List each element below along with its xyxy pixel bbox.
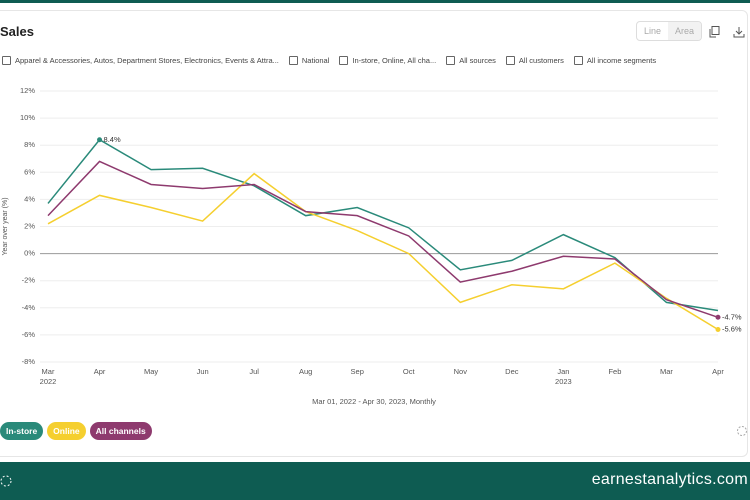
x-tick-label: Feb <box>608 367 621 376</box>
y-tick-label: 4% <box>24 194 35 203</box>
filter[interactable]: All sources <box>446 56 496 65</box>
filter-label: All customers <box>518 56 564 65</box>
y-tick-label: -4% <box>22 303 36 312</box>
x-tick-label: May <box>144 367 158 376</box>
filter-label: Apparel & Accessories, Autos, Department… <box>15 56 279 65</box>
x-tick-label: Sep <box>351 367 364 376</box>
x-tick-label: Aug <box>299 367 312 376</box>
download-icon[interactable] <box>733 26 745 38</box>
view-toggle[interactable]: Line Area <box>636 21 703 41</box>
filter-label: National <box>301 56 330 65</box>
filter-icon <box>2 56 11 65</box>
filter[interactable]: Apparel & Accessories, Autos, Department… <box>2 56 279 65</box>
y-tick-label: 10% <box>20 113 35 122</box>
copy-icon[interactable] <box>709 26 720 38</box>
y-tick-label: 2% <box>24 221 35 230</box>
y-tick-label: 8% <box>24 140 35 149</box>
series-line <box>47 160 719 318</box>
y-tick-label: -2% <box>22 276 36 285</box>
value-label: -5.6% <box>722 324 742 333</box>
legend-item[interactable]: Online <box>47 422 86 440</box>
y-tick-label: 12% <box>20 86 35 95</box>
x-tick-label: Nov <box>454 367 468 376</box>
legend-item[interactable]: All channels <box>89 422 152 440</box>
filter-row: Apparel & Accessories, Autos, Department… <box>2 56 656 65</box>
brand: earnestanalytics.com <box>591 471 748 488</box>
legend: In-store Online All channels <box>0 422 152 440</box>
top-bar <box>0 0 750 3</box>
x-tick-label: Apr <box>712 367 724 376</box>
filter[interactable]: All income segments <box>573 56 657 65</box>
point <box>715 326 721 332</box>
x-tick-label: Oct <box>403 367 416 376</box>
chart: -8% -6% -4% -2% 0% 2% 4% 6% 8% 10% 12% Year over ye… <box>2 86 742 406</box>
y-tick-label: 0% <box>24 249 35 258</box>
value-label: -4.7% <box>722 312 742 321</box>
x-tick-label: Apr <box>94 367 106 376</box>
point <box>715 314 721 320</box>
title: Sales <box>0 24 34 39</box>
settings-icon[interactable] <box>736 425 748 437</box>
x-axis-label: Mar 01, 2022 - Apr 30, 2023, Monthly <box>312 397 436 406</box>
legend-item[interactable]: In-store <box>0 422 44 440</box>
y-axis-label: Year over year (%) <box>2 197 9 255</box>
x-tick-year: 2023 <box>555 377 572 386</box>
filter[interactable]: In-store, Online, All cha... <box>339 56 436 65</box>
series-line <box>47 172 719 331</box>
filter-icon <box>505 56 515 65</box>
y-tick-label: -8% <box>22 357 36 366</box>
x-tick-label: Mar <box>42 367 55 376</box>
x-tick-label: Jun <box>197 367 209 376</box>
series-line <box>47 138 719 312</box>
x-tick-label: Jan <box>557 367 569 376</box>
filter-icon <box>288 56 298 65</box>
x-tick-label: Dec <box>505 367 519 376</box>
x-tick-label: Mar <box>660 367 673 376</box>
filter-label: All sources <box>459 56 496 65</box>
logo <box>0 475 12 487</box>
point <box>97 137 103 143</box>
filter-icon <box>446 56 456 65</box>
line-option[interactable]: Line <box>644 26 662 36</box>
y-tick-label: -6% <box>22 330 36 339</box>
filter-label: All income segments <box>586 56 657 65</box>
footer: earnestanalytics.com <box>0 462 750 500</box>
filter[interactable]: All customers <box>505 56 564 65</box>
value-label: 8.4% <box>104 135 121 144</box>
filter-icon <box>573 56 583 65</box>
x-tick-label: Jul <box>249 367 259 376</box>
filter-icon <box>339 56 349 65</box>
card <box>0 10 748 457</box>
filter-label: In-store, Online, All cha... <box>352 56 437 65</box>
area-option[interactable]: Area <box>668 22 702 40</box>
x-tick-year: 2022 <box>40 377 57 386</box>
filter[interactable]: National <box>288 56 330 65</box>
y-tick-label: 6% <box>24 167 35 176</box>
